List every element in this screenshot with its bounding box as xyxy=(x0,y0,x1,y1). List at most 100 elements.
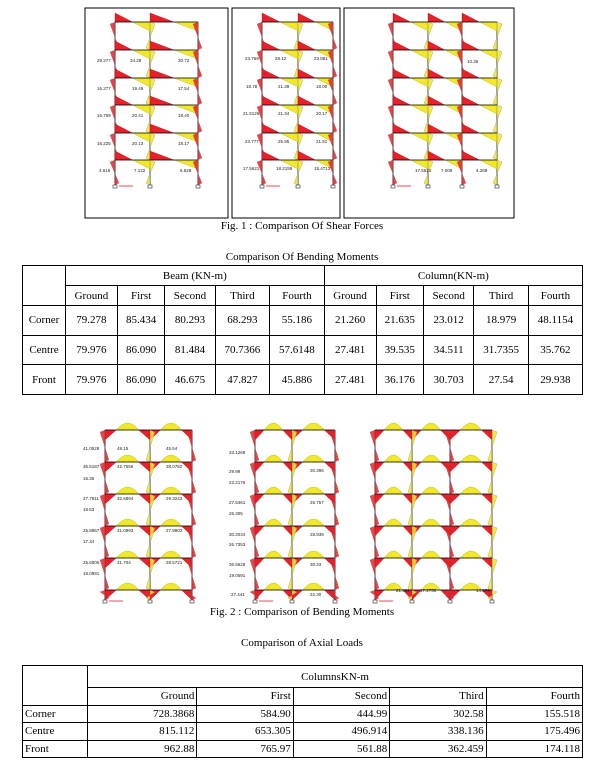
moment-diagram xyxy=(481,429,493,441)
support xyxy=(289,599,295,604)
table-cell: 362.459 xyxy=(389,739,487,758)
column-diagram xyxy=(99,589,110,601)
column-diagram xyxy=(192,159,203,186)
diagram-label: 29.99 xyxy=(229,469,241,474)
support xyxy=(102,599,108,604)
shear-diagram xyxy=(261,123,281,134)
row-label: Centre xyxy=(22,722,88,741)
column-diagram xyxy=(327,21,338,51)
row-label: Front xyxy=(22,739,88,758)
moment-diagram xyxy=(421,550,441,559)
diagram-label: 30.396 xyxy=(310,468,324,473)
support xyxy=(189,599,195,604)
shear-diagram xyxy=(410,21,429,32)
table-cell: 35.762 xyxy=(527,334,584,366)
shear-diagram xyxy=(297,95,316,106)
column-diagram xyxy=(145,525,156,559)
table-cell: 302.58 xyxy=(389,704,487,723)
column-diagram xyxy=(329,429,340,463)
diagram-label: 21.34 xyxy=(278,111,290,116)
column-diagram xyxy=(407,429,418,463)
bending-table: Beam (KN-m) Column(KN-m) Ground First Second… xyxy=(22,265,584,395)
shear-diagram xyxy=(427,95,446,106)
support xyxy=(332,599,338,604)
shear-diagram xyxy=(261,95,281,106)
moment-diagram xyxy=(138,525,151,537)
column-diagram xyxy=(145,429,156,463)
column-diagram xyxy=(369,429,380,463)
moment-diagram xyxy=(402,461,413,473)
moment-diagram xyxy=(263,582,284,591)
shear-diagram xyxy=(261,150,281,161)
moment-diagram xyxy=(421,454,441,463)
column-diagram xyxy=(369,589,380,601)
support xyxy=(372,599,378,604)
corner-cell xyxy=(22,665,88,706)
diagram-label: 26.757 xyxy=(310,500,324,505)
diagram-label: 26.305 xyxy=(229,511,243,516)
diagram-label: 42.7556 xyxy=(117,464,134,469)
column-diagram xyxy=(369,525,380,559)
support xyxy=(252,599,258,604)
table-cell: 68.293 xyxy=(214,305,271,336)
table-cell: 962.88 xyxy=(86,739,198,758)
column-header: Third xyxy=(473,285,529,306)
diagram-label: 18.78 xyxy=(246,84,258,89)
column-diagram xyxy=(327,159,338,186)
diagram-label: 16.225 xyxy=(97,141,111,146)
diagram-label: 15.4713 xyxy=(314,166,331,171)
shear-diagram xyxy=(132,21,151,32)
column-diagram xyxy=(423,159,434,186)
column-diagram xyxy=(444,493,455,527)
moment-diagram xyxy=(421,486,441,495)
table-title: Comparison Of Bending Moments xyxy=(225,251,379,263)
diagram-label: 41.0528 xyxy=(83,446,100,451)
shear-diagram xyxy=(479,21,498,32)
column-diagram xyxy=(329,557,340,591)
moment-diagram xyxy=(460,486,482,495)
diagram-label: 23.881 xyxy=(314,56,328,61)
column-diagram xyxy=(327,132,338,161)
moment-diagram xyxy=(115,454,140,463)
column-header: First xyxy=(116,285,166,306)
table-cell: 47.827 xyxy=(214,364,271,395)
table-cell: 815.112 xyxy=(86,722,198,741)
row-label: Corner xyxy=(22,305,66,336)
column-diagram xyxy=(256,159,267,186)
diagram-label: 31.704 xyxy=(117,560,131,565)
moment-diagram xyxy=(421,422,441,431)
table-cell: 27.481 xyxy=(323,364,377,395)
moment-diagram xyxy=(263,422,284,431)
column-diagram xyxy=(329,461,340,495)
shear-diagram xyxy=(427,40,446,51)
column-diagram xyxy=(407,589,418,601)
table-title: Comparison of Axial Loads xyxy=(241,637,363,649)
diagram-label: 6.628 xyxy=(180,168,192,173)
table-row: Front 79.976 86.090 46.675 47.827 45.886 27.48… xyxy=(22,364,584,395)
support xyxy=(409,599,415,604)
moment-diagram xyxy=(383,550,404,559)
column-header: First xyxy=(375,285,425,306)
column-header: Fourth xyxy=(269,285,325,306)
moment-diagram xyxy=(282,557,293,569)
diagram-label: 20.13 xyxy=(132,141,144,146)
shear-diagram xyxy=(149,40,175,51)
table-cell: 57.6148 xyxy=(269,334,325,366)
shear-diagram xyxy=(427,150,446,161)
moment-diagram xyxy=(402,493,413,505)
moment-diagram xyxy=(460,550,482,559)
moment-diagram xyxy=(160,550,182,559)
table-cell: 728.3868 xyxy=(86,704,198,723)
support xyxy=(459,184,465,189)
moment-diagram xyxy=(138,429,151,441)
column-diagram xyxy=(444,525,455,559)
moment-diagram xyxy=(460,518,482,527)
group-header: Beam (KN-m) xyxy=(65,265,325,286)
column-diagram xyxy=(186,429,197,463)
table-cell: 155.518 xyxy=(485,704,584,723)
moment-diagram xyxy=(254,525,265,537)
diagram-label: 27.9802 xyxy=(166,528,183,533)
column-diagram xyxy=(145,461,156,495)
